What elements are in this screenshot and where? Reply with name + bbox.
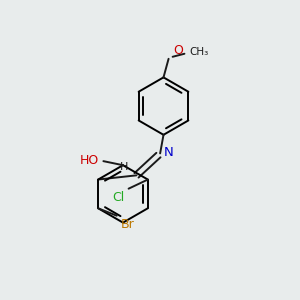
Text: H: H (120, 162, 128, 172)
Text: CH₃: CH₃ (189, 47, 208, 57)
Text: HO: HO (80, 154, 99, 166)
Text: Br: Br (121, 218, 135, 231)
Text: N: N (164, 146, 174, 159)
Text: O: O (173, 44, 183, 58)
Text: Cl: Cl (112, 191, 125, 204)
